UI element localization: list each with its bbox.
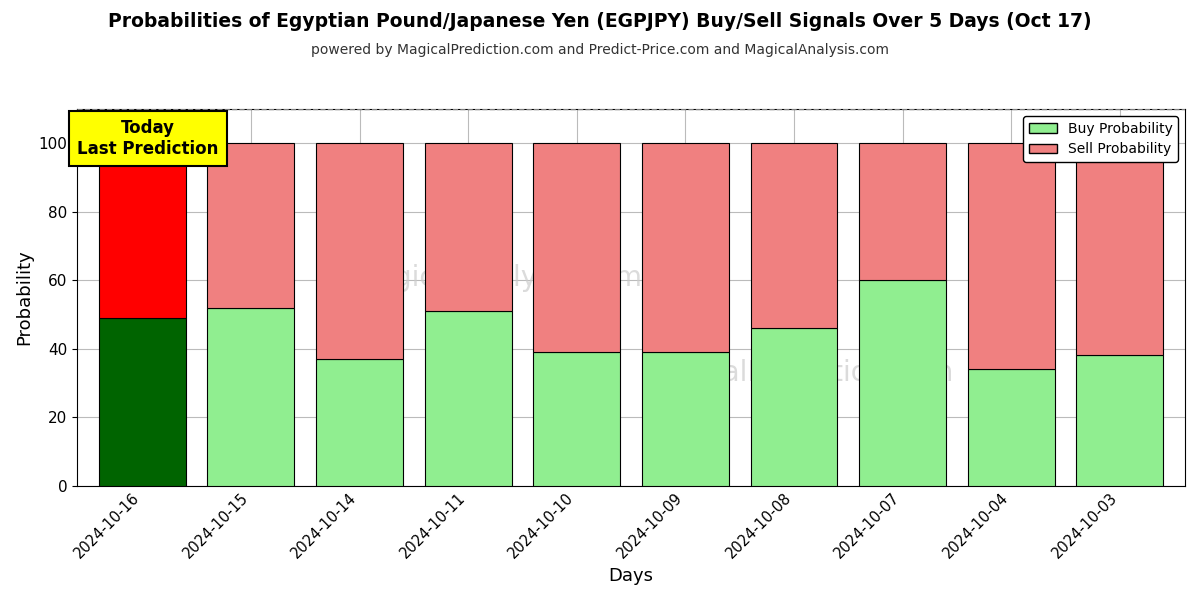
Text: MagicalAnalysis.com: MagicalAnalysis.com bbox=[354, 265, 643, 292]
Bar bbox=[1076, 143, 1163, 355]
Text: Today
Last Prediction: Today Last Prediction bbox=[77, 119, 218, 158]
Bar bbox=[208, 143, 294, 308]
Bar bbox=[533, 352, 620, 485]
Bar bbox=[859, 280, 946, 485]
Bar bbox=[750, 328, 838, 485]
Bar bbox=[98, 318, 186, 485]
X-axis label: Days: Days bbox=[608, 567, 654, 585]
Bar bbox=[859, 143, 946, 280]
Bar bbox=[967, 369, 1055, 485]
Bar bbox=[1076, 355, 1163, 485]
Bar bbox=[316, 143, 403, 359]
Bar bbox=[98, 143, 186, 318]
Y-axis label: Probability: Probability bbox=[14, 250, 32, 345]
Bar bbox=[208, 308, 294, 485]
Bar bbox=[425, 143, 511, 311]
Bar bbox=[967, 143, 1055, 369]
Bar bbox=[642, 352, 728, 485]
Bar bbox=[425, 311, 511, 485]
Bar bbox=[316, 359, 403, 485]
Text: Probabilities of Egyptian Pound/Japanese Yen (EGPJPY) Buy/Sell Signals Over 5 Da: Probabilities of Egyptian Pound/Japanese… bbox=[108, 12, 1092, 31]
Bar bbox=[750, 143, 838, 328]
Text: MagicalPrediction.com: MagicalPrediction.com bbox=[641, 359, 954, 386]
Bar bbox=[533, 143, 620, 352]
Legend: Buy Probability, Sell Probability: Buy Probability, Sell Probability bbox=[1024, 116, 1178, 162]
Bar bbox=[642, 143, 728, 352]
Text: powered by MagicalPrediction.com and Predict-Price.com and MagicalAnalysis.com: powered by MagicalPrediction.com and Pre… bbox=[311, 43, 889, 57]
